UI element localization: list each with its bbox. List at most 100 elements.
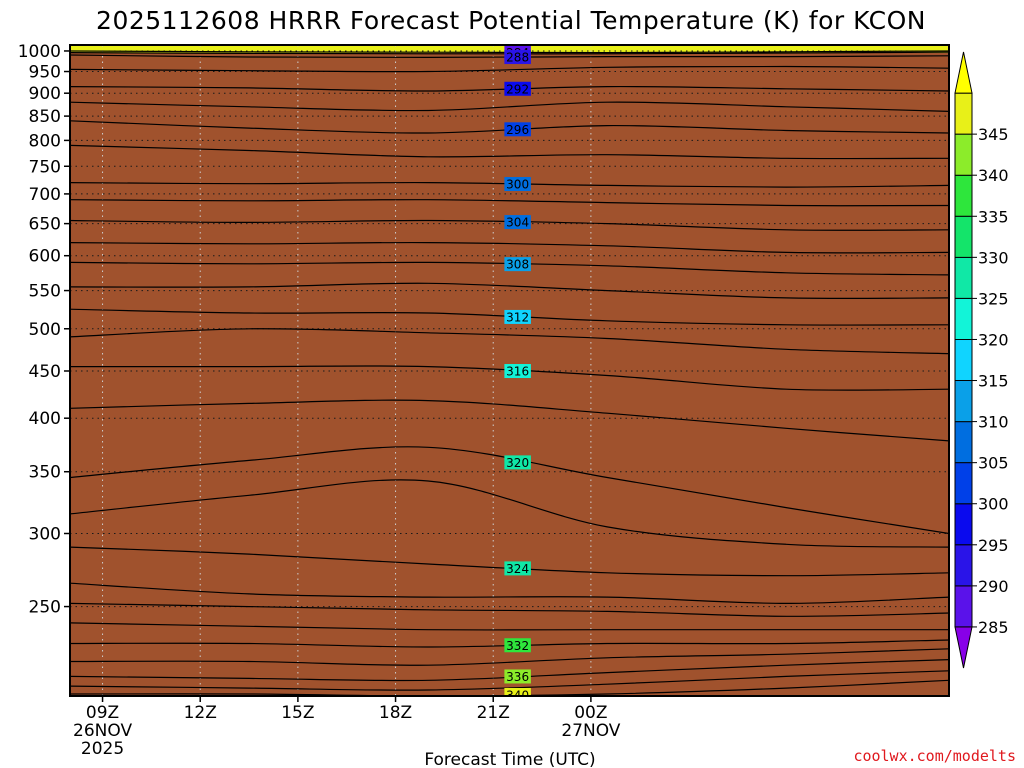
colorbar-segment-12 <box>954 133 973 176</box>
colorbar-label-290: 290 <box>978 577 1009 596</box>
contour-328 <box>70 602 949 617</box>
x-tick-label-21Z: 21Z <box>477 703 510 723</box>
contour-294 <box>70 101 949 112</box>
colorbar-label-335: 335 <box>978 207 1009 226</box>
x-date-label-27NOV: 27NOV <box>561 721 620 741</box>
contour-label-324: 324 <box>506 562 529 576</box>
contour-label-312: 312 <box>506 310 529 324</box>
y-tick-label-500: 500 <box>29 320 61 340</box>
contour-314 <box>70 328 949 355</box>
contour-label-bg-300 <box>504 177 531 192</box>
x-tick-label-00Z: 00Z <box>574 703 607 723</box>
contour-label-288: 288 <box>506 51 529 65</box>
x-tick-label-15Z: 15Z <box>281 703 314 723</box>
x-axis-label: Forecast Time (UTC) <box>424 750 595 768</box>
colorbar-segment-0 <box>954 626 973 669</box>
colorbar-segment-6 <box>954 380 973 423</box>
contour-label-bg-340 <box>504 688 531 696</box>
y-tick-label-950: 950 <box>29 63 61 83</box>
contour-label-bg-316 <box>504 364 531 379</box>
y-tick-label-600: 600 <box>29 247 61 267</box>
plot-frame <box>69 44 950 697</box>
colorbar-segment-3 <box>954 503 973 546</box>
colorbar-segment-9 <box>954 256 973 299</box>
colorbar-segment-5 <box>954 421 973 464</box>
contour-label-332: 332 <box>506 639 529 653</box>
contour-338 <box>70 670 949 691</box>
contour-302 <box>70 199 949 207</box>
y-tick-label-400: 400 <box>29 409 61 429</box>
contour-label-bg-324 <box>504 561 531 576</box>
contour-label-bg-304 <box>504 215 531 230</box>
y-tick-label-750: 750 <box>29 157 61 177</box>
contour-label-304: 304 <box>506 216 529 230</box>
y-tick-label-850: 850 <box>29 107 61 127</box>
y-tick-label-550: 550 <box>29 282 61 302</box>
plot-area: 2842882922963003043083123163203243323363… <box>70 45 949 696</box>
x-year-label: 2025 <box>81 739 124 759</box>
contour-label-bg-308 <box>504 257 531 272</box>
colorbar-segment-1 <box>954 585 973 628</box>
credit-text: coolwx.com/modelts <box>853 747 1016 765</box>
contour-label-bg-288 <box>504 50 531 65</box>
y-tick-label-1000: 1000 <box>18 42 61 62</box>
x-tick-label-18Z: 18Z <box>379 703 412 723</box>
colorbar-label-305: 305 <box>978 454 1009 473</box>
colorbar-segment-2 <box>954 544 973 587</box>
contour-label-bg-296 <box>504 122 531 137</box>
y-tick-label-650: 650 <box>29 215 61 235</box>
y-tick-label-800: 800 <box>29 131 61 151</box>
x-tick-label-12Z: 12Z <box>184 703 217 723</box>
colorbar-label-345: 345 <box>978 125 1009 144</box>
contour-label-bg-312 <box>504 309 531 324</box>
contour-322 <box>70 479 949 548</box>
colorbar-segment-10 <box>954 215 973 258</box>
colorbar-label-315: 315 <box>978 372 1009 391</box>
colorbar-label-300: 300 <box>978 495 1009 514</box>
colorbar-segment-14 <box>954 51 973 94</box>
contour-306 <box>70 241 949 254</box>
contour-label-bg-336 <box>504 669 531 684</box>
y-tick-label-900: 900 <box>29 84 61 104</box>
contour-label-bg-320 <box>504 455 531 470</box>
colorbar: 285 290 295 300 305 310 315 320 325 330 335 340 345 <box>954 51 1009 669</box>
contour-label-292: 292 <box>506 82 529 96</box>
colorbar-segment-7 <box>954 338 973 382</box>
contour-label-336: 336 <box>506 670 529 684</box>
contour-318 <box>70 399 949 442</box>
y-tick-label-300: 300 <box>29 524 61 544</box>
contour-290 <box>70 65 949 73</box>
contour-label-320: 320 <box>506 456 529 470</box>
y-tick-label-450: 450 <box>29 362 61 382</box>
contour-label-308: 308 <box>506 258 529 272</box>
x-date-label-26NOV: 26NOV <box>73 721 132 741</box>
contour-334 <box>70 648 949 666</box>
colorbar-label-295: 295 <box>978 536 1009 555</box>
colorbar-label-330: 330 <box>978 248 1009 267</box>
contour-298 <box>70 144 949 160</box>
contour-label-316: 316 <box>506 365 529 379</box>
colorbar-label-340: 340 <box>978 166 1009 185</box>
colorbar-label-325: 325 <box>978 289 1009 308</box>
y-tick-label-350: 350 <box>29 463 61 483</box>
colorbar-segment-8 <box>954 297 973 340</box>
chart-title: 2025112608 HRRR Forecast Potential Tempe… <box>96 6 926 35</box>
y-axis: 250 300 350 400 450 500 550 600 650 700 750 800 850 9… <box>18 42 70 618</box>
contour-label-300: 300 <box>506 178 529 192</box>
colorbar-label-320: 320 <box>978 330 1009 349</box>
y-tick-label-250: 250 <box>29 598 61 618</box>
colorbar-label-285: 285 <box>978 618 1009 637</box>
contour-label-bg-292 <box>504 81 531 96</box>
colorbar-segment-13 <box>954 92 973 135</box>
contour-326 <box>70 582 949 605</box>
contour-label-296: 296 <box>506 123 529 137</box>
contour-310 <box>70 282 949 300</box>
contour-330 <box>70 622 949 631</box>
colorbar-segment-11 <box>954 174 973 217</box>
colorbar-label-310: 310 <box>978 413 1009 432</box>
contour-label-bg-332 <box>504 638 531 653</box>
x-tick-label-09Z: 09Z <box>86 703 119 723</box>
y-tick-label-700: 700 <box>29 185 61 205</box>
